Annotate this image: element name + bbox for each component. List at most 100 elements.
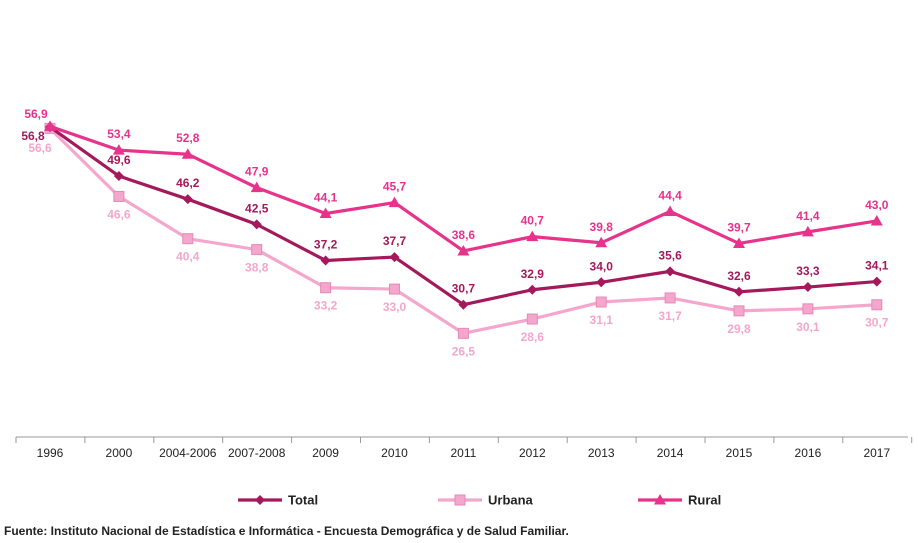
x-tick-label: 2010: [381, 446, 408, 460]
data-label: 41,4: [796, 209, 820, 223]
data-point: [802, 282, 813, 293]
data-label: 37,2: [314, 237, 338, 251]
data-label: 46,2: [176, 176, 200, 190]
data-label: 56,8: [21, 129, 45, 143]
data-point: [251, 219, 262, 230]
legend-marker: [255, 495, 265, 505]
data-point: [596, 277, 607, 288]
data-label: 38,6: [452, 228, 476, 242]
legend-marker: [454, 494, 466, 506]
data-point: [389, 283, 400, 295]
x-axis: 1996 2000 2004-2006 2007-2008 2009 2010 2011 20…: [15, 436, 913, 460]
data-point: [733, 305, 745, 317]
data-label: 31,7: [658, 309, 682, 323]
legend-label: Urbana: [488, 493, 534, 508]
data-point: [182, 194, 193, 205]
data-point: [113, 190, 125, 202]
data-label: 42,5: [245, 201, 269, 215]
source-note: Fuente: Instituto Nacional de Estadístic…: [4, 524, 569, 538]
data-label: 26,5: [452, 344, 476, 358]
data-label: 30,7: [865, 316, 889, 330]
data-point: [871, 276, 882, 287]
data-point: [664, 205, 677, 216]
data-labels-urbana: 56,6 46,6 40,4 38,8 33,2 33,0 26,5 28,6 31,1 31,7…: [28, 141, 888, 358]
data-label: 39,8: [590, 220, 614, 234]
x-tick-label: 2017: [863, 446, 890, 460]
data-label: 32,9: [521, 267, 545, 281]
legend-item-rural: Rural: [638, 493, 721, 508]
data-point: [251, 244, 263, 256]
data-point: [595, 236, 608, 248]
data-label: 30,1: [796, 320, 820, 334]
data-point: [112, 144, 125, 155]
x-tick-label: 2000: [106, 446, 133, 460]
data-label: 30,7: [452, 282, 476, 296]
data-point: [250, 181, 263, 193]
legend-label: Rural: [688, 493, 721, 508]
data-label: 32,6: [727, 269, 751, 283]
data-point: [870, 214, 883, 226]
x-tick-label: 2007-2008: [228, 446, 286, 460]
data-label: 44,1: [314, 190, 338, 204]
data-label: 49,6: [107, 153, 131, 167]
data-labels-rural: 56,9 53,4 52,8 47,9 44,1 45,7 38,6 40,7 39,8 44,4…: [24, 107, 888, 242]
data-label: 37,7: [383, 234, 407, 248]
data-point: [113, 171, 124, 182]
data-label: 33,0: [383, 300, 407, 314]
data-point: [320, 255, 331, 266]
data-point: [458, 299, 469, 310]
data-point: [664, 292, 676, 304]
x-tick-label: 2011: [450, 446, 476, 460]
x-tick-label: 2012: [519, 446, 546, 460]
data-label: 34,1: [865, 259, 889, 273]
data-point: [526, 230, 539, 242]
data-labels-total: 56,8 49,6 46,2 42,5 37,2 37,7 30,7 32,9 34,0 35,6…: [21, 129, 888, 296]
data-point: [802, 303, 814, 315]
x-tick-label: 2004-2006: [159, 446, 217, 460]
line-chart: 1996 2000 2004-2006 2007-2008 2009 2010 2011 20…: [15, 107, 913, 508]
data-label: 35,6: [658, 248, 682, 262]
data-label: 40,7: [521, 214, 545, 228]
data-point: [665, 266, 676, 277]
series-rural: [44, 120, 883, 256]
data-point: [181, 148, 194, 159]
data-point: [801, 225, 814, 237]
data-point: [44, 120, 56, 131]
data-point: [388, 196, 401, 208]
data-point: [182, 233, 194, 245]
legend-label: Total: [288, 493, 318, 508]
data-label: 29,8: [727, 322, 751, 336]
legend: Total Urbana Rural: [238, 493, 721, 508]
data-point: [457, 327, 469, 339]
data-label: 34,0: [590, 259, 614, 273]
x-tick-label: 2015: [726, 446, 753, 460]
data-label: 33,3: [796, 264, 820, 278]
data-point: [320, 282, 332, 294]
data-label: 44,4: [658, 188, 682, 202]
data-label: 28,6: [521, 330, 545, 344]
data-point: [733, 237, 745, 248]
legend-marker: [654, 494, 666, 505]
data-label: 39,7: [727, 220, 751, 234]
data-point: [319, 207, 332, 218]
data-point: [457, 244, 470, 256]
data-label: 33,2: [314, 299, 338, 313]
legend-item-total: Total: [238, 493, 318, 508]
data-point: [526, 313, 538, 325]
data-label: 53,4: [107, 127, 131, 141]
data-label: 38,8: [245, 261, 269, 275]
x-tick-label: 2009: [312, 446, 339, 460]
data-point: [871, 299, 883, 311]
x-tick-label: 2013: [588, 446, 615, 460]
series-group: 56,6 46,6 40,4 38,8 33,2 33,0 26,5 28,6 31,1 31,7…: [21, 107, 888, 358]
data-label: 43,0: [865, 198, 889, 212]
data-point: [595, 296, 607, 308]
data-label: 40,4: [176, 250, 200, 264]
data-label: 52,8: [176, 131, 200, 145]
data-label: 31,1: [590, 313, 614, 327]
legend-item-urbana: Urbana: [438, 493, 534, 508]
data-label: 45,7: [383, 180, 407, 194]
x-tick-label: 2014: [657, 446, 684, 460]
data-point: [734, 286, 744, 297]
x-tick-label: 2016: [795, 446, 822, 460]
